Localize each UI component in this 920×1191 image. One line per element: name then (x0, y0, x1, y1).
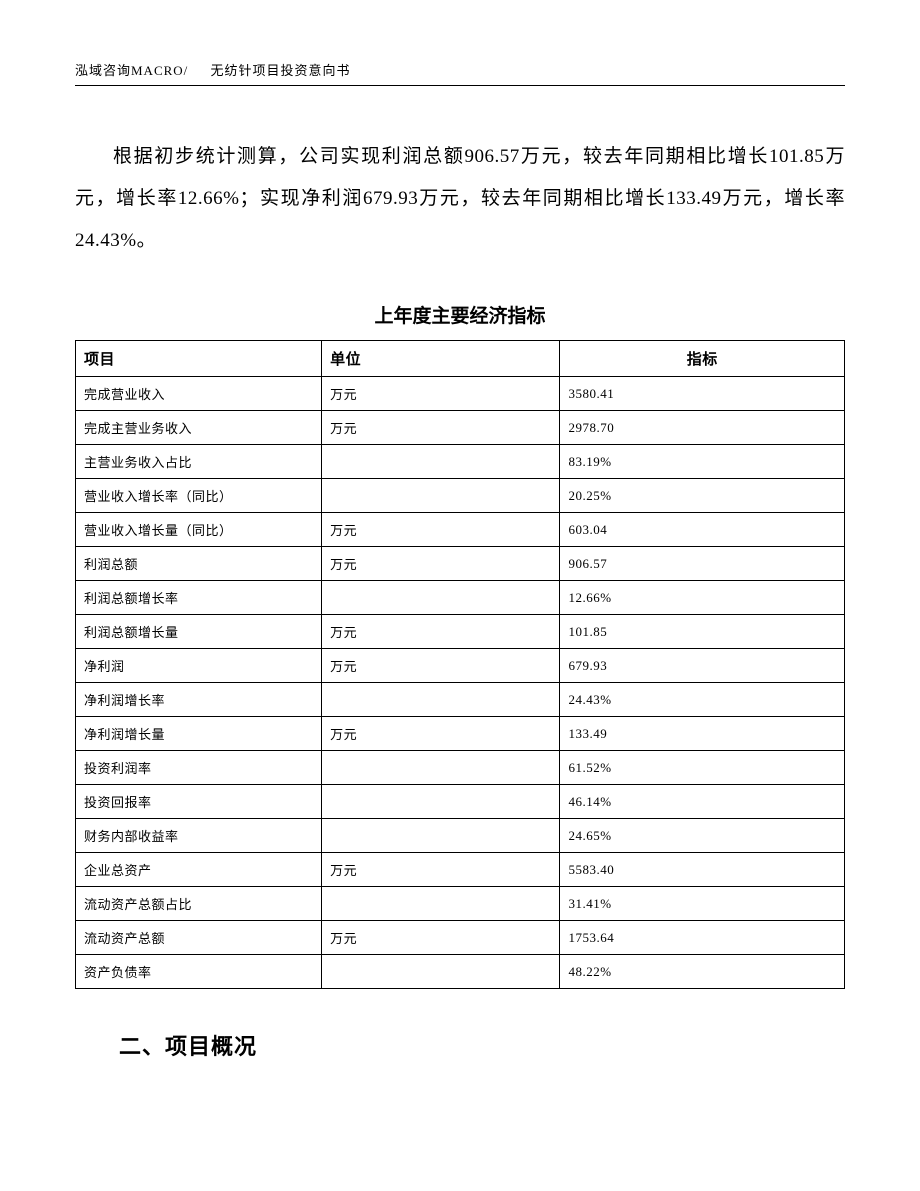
table-cell: 20.25% (560, 479, 845, 513)
table-cell: 净利润增长量 (76, 717, 322, 751)
table-cell: 完成营业收入 (76, 377, 322, 411)
table-header-project: 项目 (76, 341, 322, 377)
table-cell: 46.14% (560, 785, 845, 819)
table-cell (322, 819, 560, 853)
table-row: 利润总额增长量万元101.85 (76, 615, 845, 649)
table-cell: 24.65% (560, 819, 845, 853)
table-row: 利润总额万元906.57 (76, 547, 845, 581)
table-row: 利润总额增长率 12.66% (76, 581, 845, 615)
header-doc-title: 无纺针项目投资意向书 (211, 63, 351, 78)
table-row: 净利润增长率 24.43% (76, 683, 845, 717)
table-row: 完成营业收入万元3580.41 (76, 377, 845, 411)
table-cell (322, 751, 560, 785)
section-heading: 二、项目概况 (75, 1029, 845, 1061)
table-header-unit: 单位 (322, 341, 560, 377)
table-row: 净利润增长量万元133.49 (76, 717, 845, 751)
table-row: 营业收入增长率（同比） 20.25% (76, 479, 845, 513)
table-row: 投资回报率 46.14% (76, 785, 845, 819)
table-cell: 万元 (322, 547, 560, 581)
table-cell: 万元 (322, 411, 560, 445)
table-cell: 1753.64 (560, 921, 845, 955)
table-cell (322, 785, 560, 819)
table-cell: 投资利润率 (76, 751, 322, 785)
table-cell (322, 581, 560, 615)
table-row: 企业总资产万元5583.40 (76, 853, 845, 887)
table-cell (322, 479, 560, 513)
table-cell (322, 445, 560, 479)
table-cell: 流动资产总额 (76, 921, 322, 955)
table-cell: 营业收入增长率（同比） (76, 479, 322, 513)
table-cell: 31.41% (560, 887, 845, 921)
table-cell: 企业总资产 (76, 853, 322, 887)
table-row: 财务内部收益率 24.65% (76, 819, 845, 853)
table-title: 上年度主要经济指标 (75, 301, 845, 328)
table-cell: 完成主营业务收入 (76, 411, 322, 445)
table-cell: 61.52% (560, 751, 845, 785)
table-cell: 万元 (322, 649, 560, 683)
table-cell: 万元 (322, 921, 560, 955)
header-company: 泓域咨询MACRO/ (75, 63, 188, 78)
table-cell: 3580.41 (560, 377, 845, 411)
table-cell: 48.22% (560, 955, 845, 989)
table-cell: 万元 (322, 615, 560, 649)
table-cell (322, 683, 560, 717)
table-cell: 万元 (322, 853, 560, 887)
table-cell: 净利润增长率 (76, 683, 322, 717)
table-cell (322, 887, 560, 921)
table-cell (322, 955, 560, 989)
table-cell: 24.43% (560, 683, 845, 717)
table-cell: 2978.70 (560, 411, 845, 445)
table-cell: 906.57 (560, 547, 845, 581)
table-row: 完成主营业务收入万元2978.70 (76, 411, 845, 445)
table-row: 流动资产总额占比 31.41% (76, 887, 845, 921)
table-row: 投资利润率 61.52% (76, 751, 845, 785)
table-cell: 利润总额增长量 (76, 615, 322, 649)
table-header-indicator: 指标 (560, 341, 845, 377)
table-cell: 83.19% (560, 445, 845, 479)
table-cell: 投资回报率 (76, 785, 322, 819)
table-cell: 133.49 (560, 717, 845, 751)
table-cell: 679.93 (560, 649, 845, 683)
table-cell: 603.04 (560, 513, 845, 547)
body-paragraph: 根据初步统计测算，公司实现利润总额906.57万元，较去年同期相比增长101.8… (75, 136, 845, 261)
table-cell: 营业收入增长量（同比） (76, 513, 322, 547)
table-cell: 利润总额增长率 (76, 581, 322, 615)
table-cell: 流动资产总额占比 (76, 887, 322, 921)
table-row: 主营业务收入占比 83.19% (76, 445, 845, 479)
table-cell: 万元 (322, 717, 560, 751)
table-cell: 12.66% (560, 581, 845, 615)
economic-indicators-table: 项目 单位 指标 完成营业收入万元3580.41完成主营业务收入万元2978.7… (75, 340, 845, 989)
table-row: 流动资产总额万元1753.64 (76, 921, 845, 955)
table-cell: 万元 (322, 377, 560, 411)
table-row: 净利润万元679.93 (76, 649, 845, 683)
table-cell: 101.85 (560, 615, 845, 649)
table-cell: 净利润 (76, 649, 322, 683)
table-cell: 万元 (322, 513, 560, 547)
table-row: 营业收入增长量（同比）万元603.04 (76, 513, 845, 547)
table-cell: 财务内部收益率 (76, 819, 322, 853)
page-header: 泓域咨询MACRO/ 无纺针项目投资意向书 (75, 60, 845, 86)
table-header-row: 项目 单位 指标 (76, 341, 845, 377)
table-cell: 5583.40 (560, 853, 845, 887)
table-cell: 主营业务收入占比 (76, 445, 322, 479)
table-cell: 资产负债率 (76, 955, 322, 989)
table-row: 资产负债率 48.22% (76, 955, 845, 989)
table-cell: 利润总额 (76, 547, 322, 581)
